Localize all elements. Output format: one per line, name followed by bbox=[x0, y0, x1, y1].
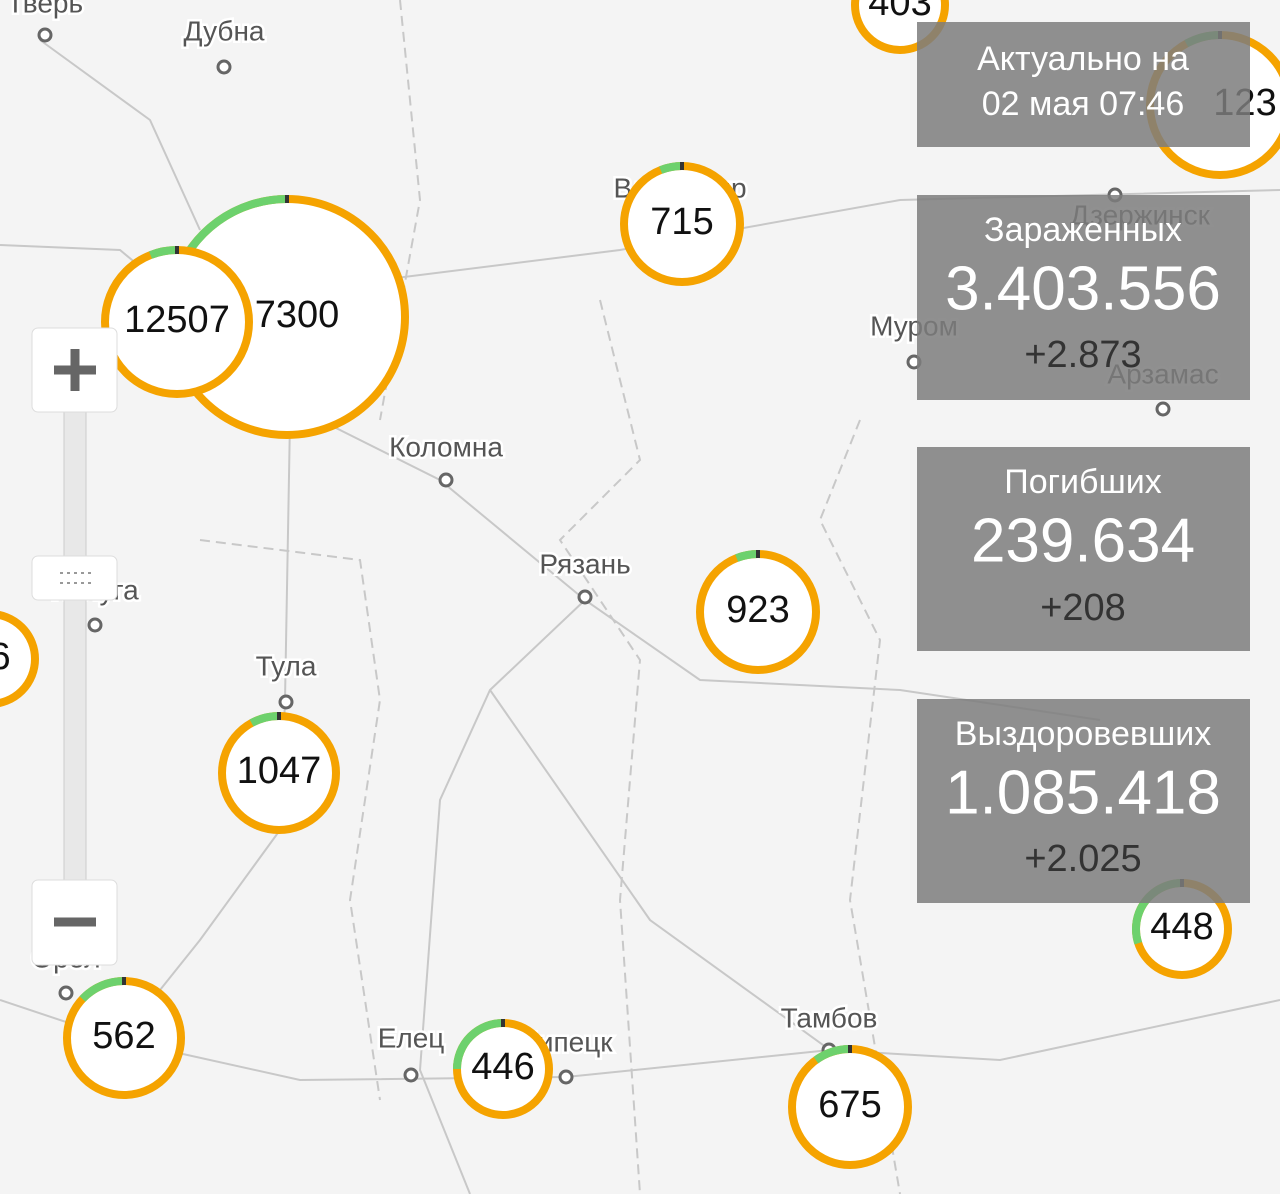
marker-label: 403 bbox=[868, 0, 931, 24]
marker-death-tick bbox=[175, 246, 179, 254]
city-label: Елец bbox=[378, 1022, 445, 1053]
panel bbox=[917, 699, 1250, 903]
city-label: Рязань bbox=[539, 548, 630, 579]
marker-label: 7300 bbox=[255, 294, 340, 336]
city-label: Дубна bbox=[184, 15, 265, 46]
marker-death-tick bbox=[848, 1045, 852, 1053]
panel-title: Зараженных bbox=[984, 211, 1182, 249]
panel-delta: +2.873 bbox=[1024, 334, 1141, 376]
city-dot bbox=[37, 27, 53, 43]
stats: Актуально на 02 мая 07:46 Зараженных 3.4… bbox=[917, 22, 1250, 903]
marker-recovered-arc bbox=[620, 162, 744, 286]
handle-grip bbox=[60, 572, 92, 584]
zoom-handle[interactable] bbox=[31, 555, 118, 601]
marker-label: 448 bbox=[1150, 906, 1213, 948]
plus-icon bbox=[54, 349, 96, 391]
marker-label: 715 bbox=[650, 201, 713, 243]
panel-total: 3.403.556 bbox=[945, 254, 1221, 323]
marker-death-tick bbox=[501, 1019, 505, 1027]
city-dot bbox=[558, 1069, 574, 1085]
city-label: Тула bbox=[256, 650, 317, 681]
zoom-track bbox=[63, 409, 87, 883]
marker bbox=[0, 611, 39, 707]
marker-death-tick bbox=[122, 977, 126, 985]
panel bbox=[917, 447, 1250, 651]
marker-label: 1047 bbox=[237, 750, 322, 792]
marker-label: 923 bbox=[726, 589, 789, 631]
panel-title: Погибших bbox=[1004, 463, 1161, 501]
marker-label: 12507 bbox=[124, 299, 230, 341]
zoom-control bbox=[31, 327, 118, 966]
marker-recovered-arc bbox=[788, 1045, 912, 1170]
marker-recovered-arc bbox=[218, 712, 340, 835]
marker-label: 446 bbox=[471, 1046, 534, 1088]
panel-title: Выздоровевших bbox=[955, 715, 1211, 753]
panel-date: 02 мая 07:46 bbox=[982, 85, 1185, 123]
marker-recovered-arc bbox=[100, 246, 253, 398]
panel-total: 1.085.418 bbox=[945, 758, 1221, 827]
city-dot bbox=[58, 985, 74, 1001]
city-dot bbox=[87, 617, 103, 633]
marker-recovered-arc bbox=[696, 549, 820, 674]
marker-label: 562 bbox=[92, 1015, 155, 1057]
panel-delta: +208 bbox=[1040, 587, 1126, 629]
panel bbox=[917, 195, 1250, 400]
marker-label: 675 bbox=[818, 1084, 881, 1126]
city-dot bbox=[403, 1067, 419, 1083]
city-dot bbox=[1155, 401, 1171, 417]
city-dot bbox=[577, 589, 593, 605]
marker-death-tick bbox=[277, 712, 281, 720]
city-label: Коломна bbox=[389, 431, 503, 462]
city-dot bbox=[438, 472, 454, 488]
marker-death-tick bbox=[680, 162, 684, 170]
city-label: Тамбов bbox=[781, 1002, 878, 1033]
marker-label: 6 bbox=[0, 636, 11, 678]
marker-death-tick bbox=[285, 195, 289, 203]
marker-death-tick bbox=[756, 550, 760, 558]
city-label: Тверь bbox=[7, 0, 83, 18]
city-dot bbox=[216, 59, 232, 75]
marker-recovered-arc bbox=[63, 977, 185, 1099]
panel-title: Актуально на bbox=[977, 40, 1189, 78]
panel-total: 239.634 bbox=[971, 506, 1195, 575]
panel-delta: +2.025 bbox=[1024, 838, 1141, 880]
panel bbox=[917, 22, 1250, 147]
city-dot bbox=[278, 694, 294, 710]
